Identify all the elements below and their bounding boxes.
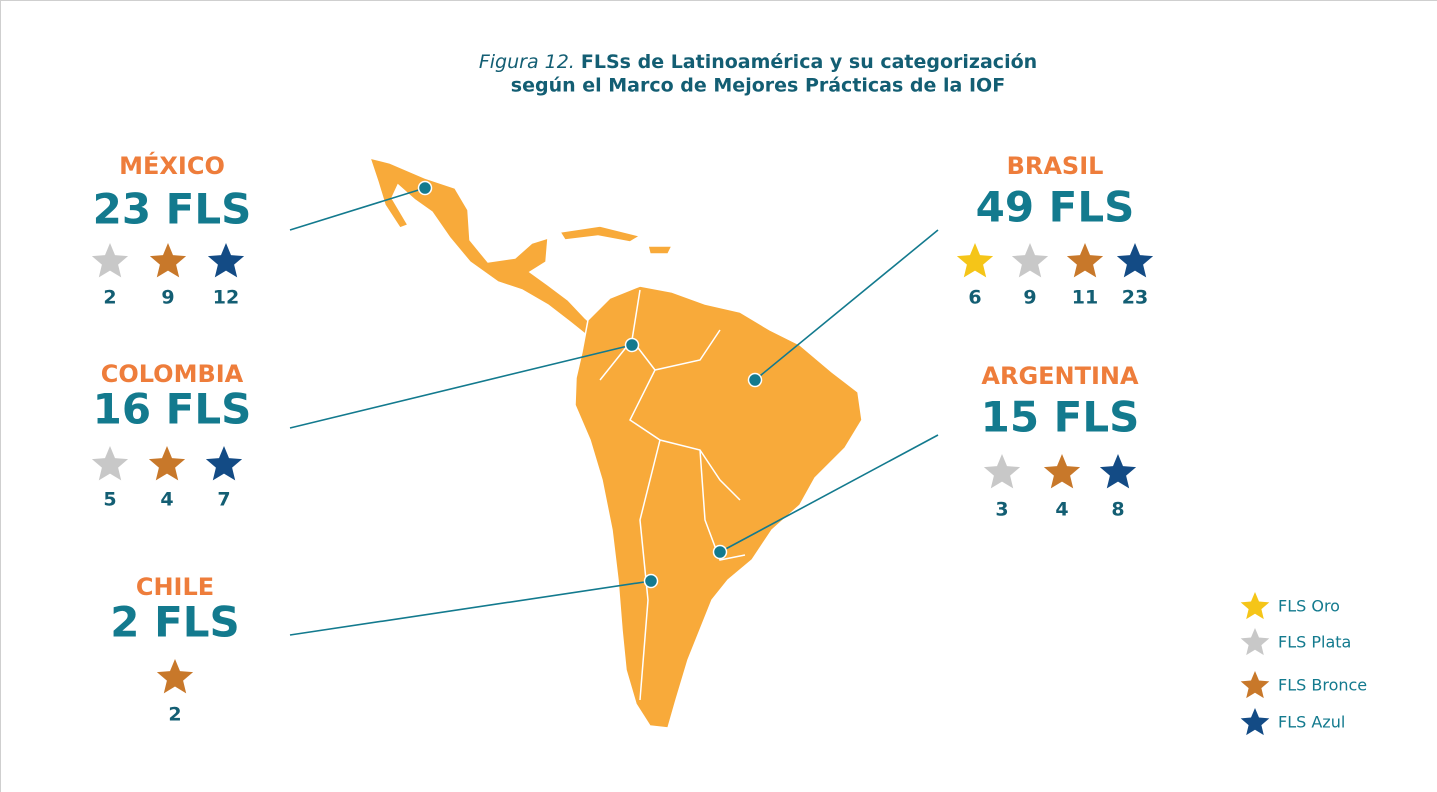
map-caribbean bbox=[558, 225, 674, 255]
location-dot bbox=[624, 337, 640, 353]
star bbox=[1043, 454, 1081, 489]
star-count: 8 bbox=[1111, 499, 1124, 521]
country-name: ARGENTINA bbox=[981, 362, 1139, 390]
star bbox=[91, 446, 129, 481]
country-name: COLOMBIA bbox=[101, 360, 244, 388]
connector bbox=[754, 229, 939, 381]
connector bbox=[719, 434, 939, 553]
star bbox=[91, 243, 129, 278]
title-line2: según el Marco de Mejores Prácticas de l… bbox=[511, 75, 1005, 97]
location-dot bbox=[643, 573, 659, 589]
country-total: 16 FLS bbox=[93, 385, 252, 434]
location-dot bbox=[712, 544, 728, 560]
legend-star bbox=[1240, 628, 1270, 656]
star-count: 11 bbox=[1072, 287, 1098, 309]
country-name: MÉXICO bbox=[119, 151, 225, 180]
country-total: 23 FLS bbox=[93, 185, 252, 234]
star-count: 9 bbox=[161, 287, 174, 309]
country-total: 2 FLS bbox=[110, 598, 240, 647]
map-mexico-central-america bbox=[368, 156, 600, 340]
star-count: 3 bbox=[995, 499, 1008, 521]
star bbox=[1099, 454, 1137, 489]
star-count: 12 bbox=[213, 287, 239, 309]
map-borders bbox=[599, 289, 746, 701]
star-count: 23 bbox=[1122, 287, 1148, 309]
star-count: 6 bbox=[968, 287, 981, 309]
country-total: 49 FLS bbox=[976, 183, 1135, 232]
star-count: 4 bbox=[1055, 499, 1068, 521]
legend-label: FLS Bronce bbox=[1278, 676, 1367, 695]
country-name: CHILE bbox=[136, 573, 214, 601]
star-count: 4 bbox=[160, 489, 173, 511]
map bbox=[368, 156, 863, 729]
star bbox=[1011, 243, 1049, 278]
star bbox=[983, 454, 1021, 489]
star-count: 5 bbox=[103, 489, 116, 511]
star-count: 9 bbox=[1023, 287, 1036, 309]
title-line1: Figura 12. FLSs de Latinoamérica y su ca… bbox=[479, 51, 1037, 73]
location-dot bbox=[417, 180, 433, 196]
country-name: BRASIL bbox=[1007, 152, 1104, 180]
connector bbox=[289, 187, 426, 231]
title-main: FLSs de Latinoamérica y su categorizació… bbox=[581, 51, 1037, 73]
star bbox=[1116, 243, 1154, 278]
star bbox=[207, 243, 245, 278]
connector bbox=[289, 580, 652, 636]
legend-star bbox=[1240, 708, 1270, 736]
country-total: 15 FLS bbox=[981, 393, 1140, 442]
star bbox=[956, 243, 994, 278]
legend-star bbox=[1240, 671, 1270, 699]
map-south-america bbox=[574, 285, 863, 729]
legend-star bbox=[1240, 592, 1270, 620]
star-count: 2 bbox=[103, 287, 116, 309]
star bbox=[156, 659, 194, 694]
star bbox=[1066, 243, 1104, 278]
title-prefix: Figura 12. bbox=[479, 51, 575, 73]
legend-label: FLS Plata bbox=[1278, 633, 1351, 652]
legend-label: FLS Oro bbox=[1278, 597, 1340, 616]
star-count: 2 bbox=[168, 704, 181, 726]
star bbox=[148, 446, 186, 481]
location-dot bbox=[747, 372, 763, 388]
star bbox=[205, 446, 243, 481]
legend-label: FLS Azul bbox=[1278, 713, 1345, 732]
connector bbox=[289, 344, 633, 429]
star-count: 7 bbox=[217, 489, 230, 511]
star bbox=[149, 243, 187, 278]
